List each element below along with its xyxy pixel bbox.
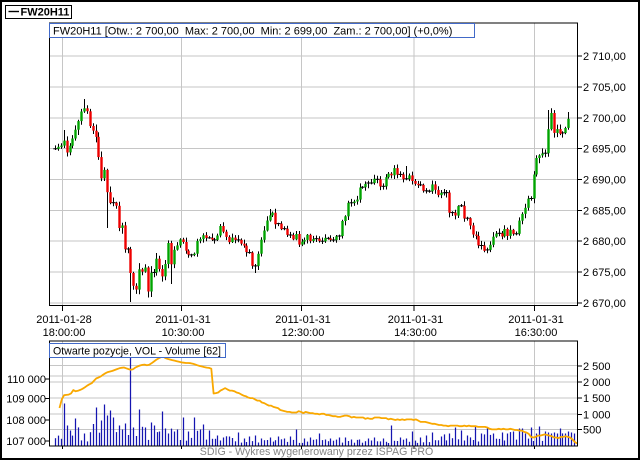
svg-text:108 000: 108 000	[6, 415, 46, 427]
svg-text:SDIG - Wykres wygenerowany prz: SDIG - Wykres wygenerowany przez ISPAG P…	[200, 446, 433, 458]
svg-text:18:00:00: 18:00:00	[43, 327, 86, 339]
svg-text:Otwarte pozycje, VOL - Volume: Otwarte pozycje, VOL - Volume [62]	[53, 346, 221, 358]
svg-text:2011-01-31: 2011-01-31	[275, 314, 330, 326]
svg-text:1 500: 1 500	[583, 393, 611, 405]
svg-text:1 000: 1 000	[583, 410, 611, 422]
svg-text:2011-01-31: 2011-01-31	[155, 314, 210, 326]
svg-text:2 705,00: 2 705,00	[583, 82, 626, 94]
svg-text:14:30:00: 14:30:00	[394, 327, 437, 339]
svg-text:2011-01-31: 2011-01-31	[508, 314, 563, 326]
svg-text:2 700,00: 2 700,00	[583, 113, 626, 125]
svg-text:109 000: 109 000	[6, 394, 46, 406]
svg-text:2 675,00: 2 675,00	[583, 267, 626, 279]
svg-text:2 670,00: 2 670,00	[583, 298, 626, 310]
svg-text:2 710,00: 2 710,00	[583, 51, 626, 63]
svg-text:2 680,00: 2 680,00	[583, 236, 626, 248]
svg-text:10:30:00: 10:30:00	[162, 327, 205, 339]
svg-text:2 000: 2 000	[583, 377, 611, 389]
svg-text:16:30:00: 16:30:00	[515, 327, 558, 339]
svg-text:2 500: 2 500	[583, 361, 611, 373]
svg-text:2011-01-28: 2011-01-28	[36, 314, 91, 326]
svg-text:2 685,00: 2 685,00	[583, 205, 626, 217]
svg-text:500: 500	[583, 424, 601, 436]
svg-text:110 000: 110 000	[7, 374, 46, 386]
svg-text:2 690,00: 2 690,00	[583, 175, 626, 187]
svg-text:12:30:00: 12:30:00	[282, 327, 325, 339]
svg-text:2 695,00: 2 695,00	[583, 144, 626, 156]
svg-text:FW20H11: FW20H11	[21, 7, 70, 19]
svg-text:107 000: 107 000	[6, 436, 46, 448]
svg-text:2011-01-31: 2011-01-31	[388, 314, 443, 326]
svg-text:FW20H11 [Otw.: 2 700,00 Max:: FW20H11 [Otw.: 2 700,00 Max: 2 700,00 Mi…	[53, 26, 452, 38]
